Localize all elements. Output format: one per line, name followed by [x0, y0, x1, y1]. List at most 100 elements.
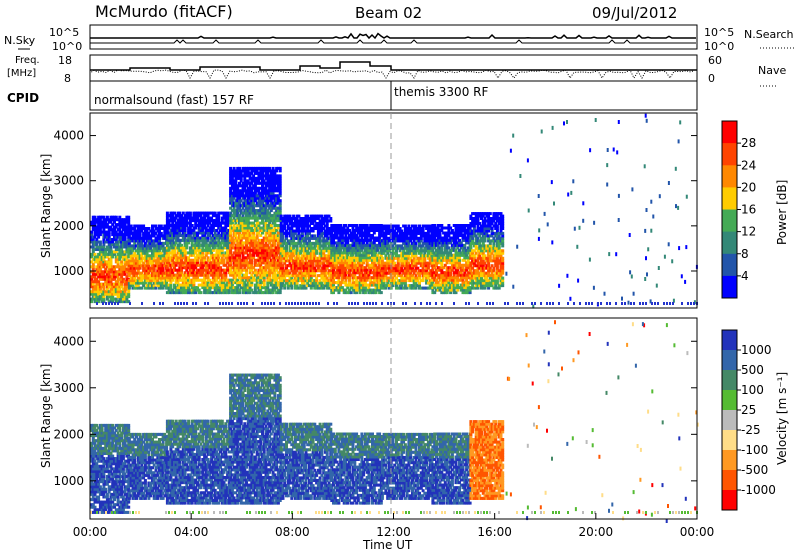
power-echo-4728	[380, 224, 384, 228]
power-echo-4771	[384, 227, 388, 230]
power-echo-404	[114, 243, 118, 246]
power-echo-2776	[257, 194, 261, 198]
power-echo-496	[120, 233, 124, 237]
power-echo-74	[93, 223, 97, 227]
power-echo-4330	[353, 271, 357, 275]
power-echo-3259	[276, 176, 280, 180]
power-echo-195	[102, 292, 106, 296]
power-echo-4461	[362, 256, 366, 260]
power-echo-4524	[367, 283, 371, 287]
power-echo-2021	[224, 214, 228, 218]
power-echo-70	[93, 233, 97, 237]
power-echo-1457	[188, 281, 192, 285]
power-echo-1532	[192, 226, 196, 230]
power-echo-3006	[268, 281, 272, 285]
power-echo-465	[118, 228, 122, 232]
power-echo-2039	[226, 241, 230, 245]
power-echo-1494	[190, 258, 194, 262]
power-echo-4449	[362, 291, 366, 295]
power-echo-64	[93, 255, 97, 259]
power-echo-4470	[362, 226, 366, 230]
power-echo-2823	[259, 186, 263, 190]
power-echo-4089	[335, 276, 339, 280]
power-echo-2988	[266, 209, 270, 213]
power-echo-2627	[250, 169, 254, 173]
power-echo-3843	[318, 281, 322, 285]
power-echo-3194	[275, 253, 279, 257]
power-echo-2881	[262, 271, 266, 275]
power-echo-2333	[239, 281, 243, 285]
power-echo-1312	[178, 224, 182, 227]
power-echo-1851	[213, 234, 217, 237]
power-echo-1638	[199, 216, 203, 220]
power-echo-40	[91, 245, 95, 249]
power-echo-2000	[224, 276, 228, 280]
power-echo-2646	[252, 224, 256, 227]
power-echo-3924	[323, 264, 327, 268]
power-echo-334	[109, 215, 113, 219]
power-echo-4339	[353, 246, 357, 250]
power-echo-63	[93, 257, 97, 261]
power-echo-803	[142, 249, 146, 253]
power-echo-3733	[309, 261, 313, 265]
power-echo-2648	[252, 216, 256, 220]
power-echo-2317	[238, 206, 241, 210]
power-echo-1691	[203, 224, 207, 227]
power-echo-1000	[158, 254, 161, 258]
power-echo-1721	[204, 219, 208, 223]
power-echo-3081	[269, 191, 273, 195]
power-echo-353	[111, 240, 115, 244]
power-echo-969	[156, 274, 160, 278]
power-echo-4897	[396, 274, 400, 278]
power-echo-2797	[259, 263, 263, 267]
power-echo-1186	[171, 268, 175, 272]
power-echo-3421	[286, 217, 290, 220]
power-echo-2289	[238, 281, 241, 285]
power-echo-227	[104, 282, 108, 286]
power-echo-533	[123, 290, 127, 294]
power-echo-4643	[376, 271, 380, 275]
power-echo-156	[98, 245, 102, 249]
power-echo-129	[97, 233, 101, 237]
power-echo-3533	[295, 254, 299, 258]
power-echo-442	[118, 297, 122, 301]
power-echo-62	[93, 260, 97, 264]
power-echo-4620	[374, 271, 378, 275]
power-echo-2284	[236, 169, 240, 173]
power-echo-2965	[266, 276, 270, 280]
power-echo-1610	[197, 224, 201, 227]
power-echo-4279	[349, 273, 353, 277]
power-echo-809	[142, 231, 146, 235]
power-echo-3675	[306, 281, 310, 285]
power-echo-1039	[161, 274, 165, 278]
power-echo-4336	[353, 256, 357, 260]
power-echo-2808	[259, 234, 263, 237]
power-echo-11	[90, 260, 93, 264]
power-echo-3683	[306, 256, 310, 260]
power-echo-2790	[259, 281, 263, 285]
power-echo-4184	[340, 226, 344, 230]
power-echo-1339	[180, 226, 183, 230]
power-echo-1048	[161, 246, 165, 250]
power-echo-3423	[288, 284, 292, 288]
power-echo-3146	[273, 261, 277, 265]
power-echo-3792	[313, 227, 317, 230]
power-echo-4099	[335, 251, 339, 255]
power-echo-2239	[234, 169, 238, 173]
power-echo-3631	[302, 264, 306, 268]
power-echo-2447	[243, 181, 247, 185]
power-echo-4139	[339, 281, 343, 285]
power-echo-2407	[241, 184, 245, 188]
power-echo-2978	[266, 238, 270, 242]
power-echo-4309	[351, 256, 355, 260]
power-echo-3106	[271, 251, 275, 255]
power-echo-2710	[255, 278, 259, 282]
power-echo-2544	[248, 286, 252, 290]
power-echo-420	[116, 282, 120, 286]
power-echo-4467	[362, 238, 366, 242]
power-echo-1262	[176, 283, 180, 287]
power-echo-789	[140, 236, 144, 240]
power-echo-1571	[196, 268, 199, 272]
power-echo-3931	[323, 241, 327, 245]
power-echo-3587	[299, 241, 303, 245]
